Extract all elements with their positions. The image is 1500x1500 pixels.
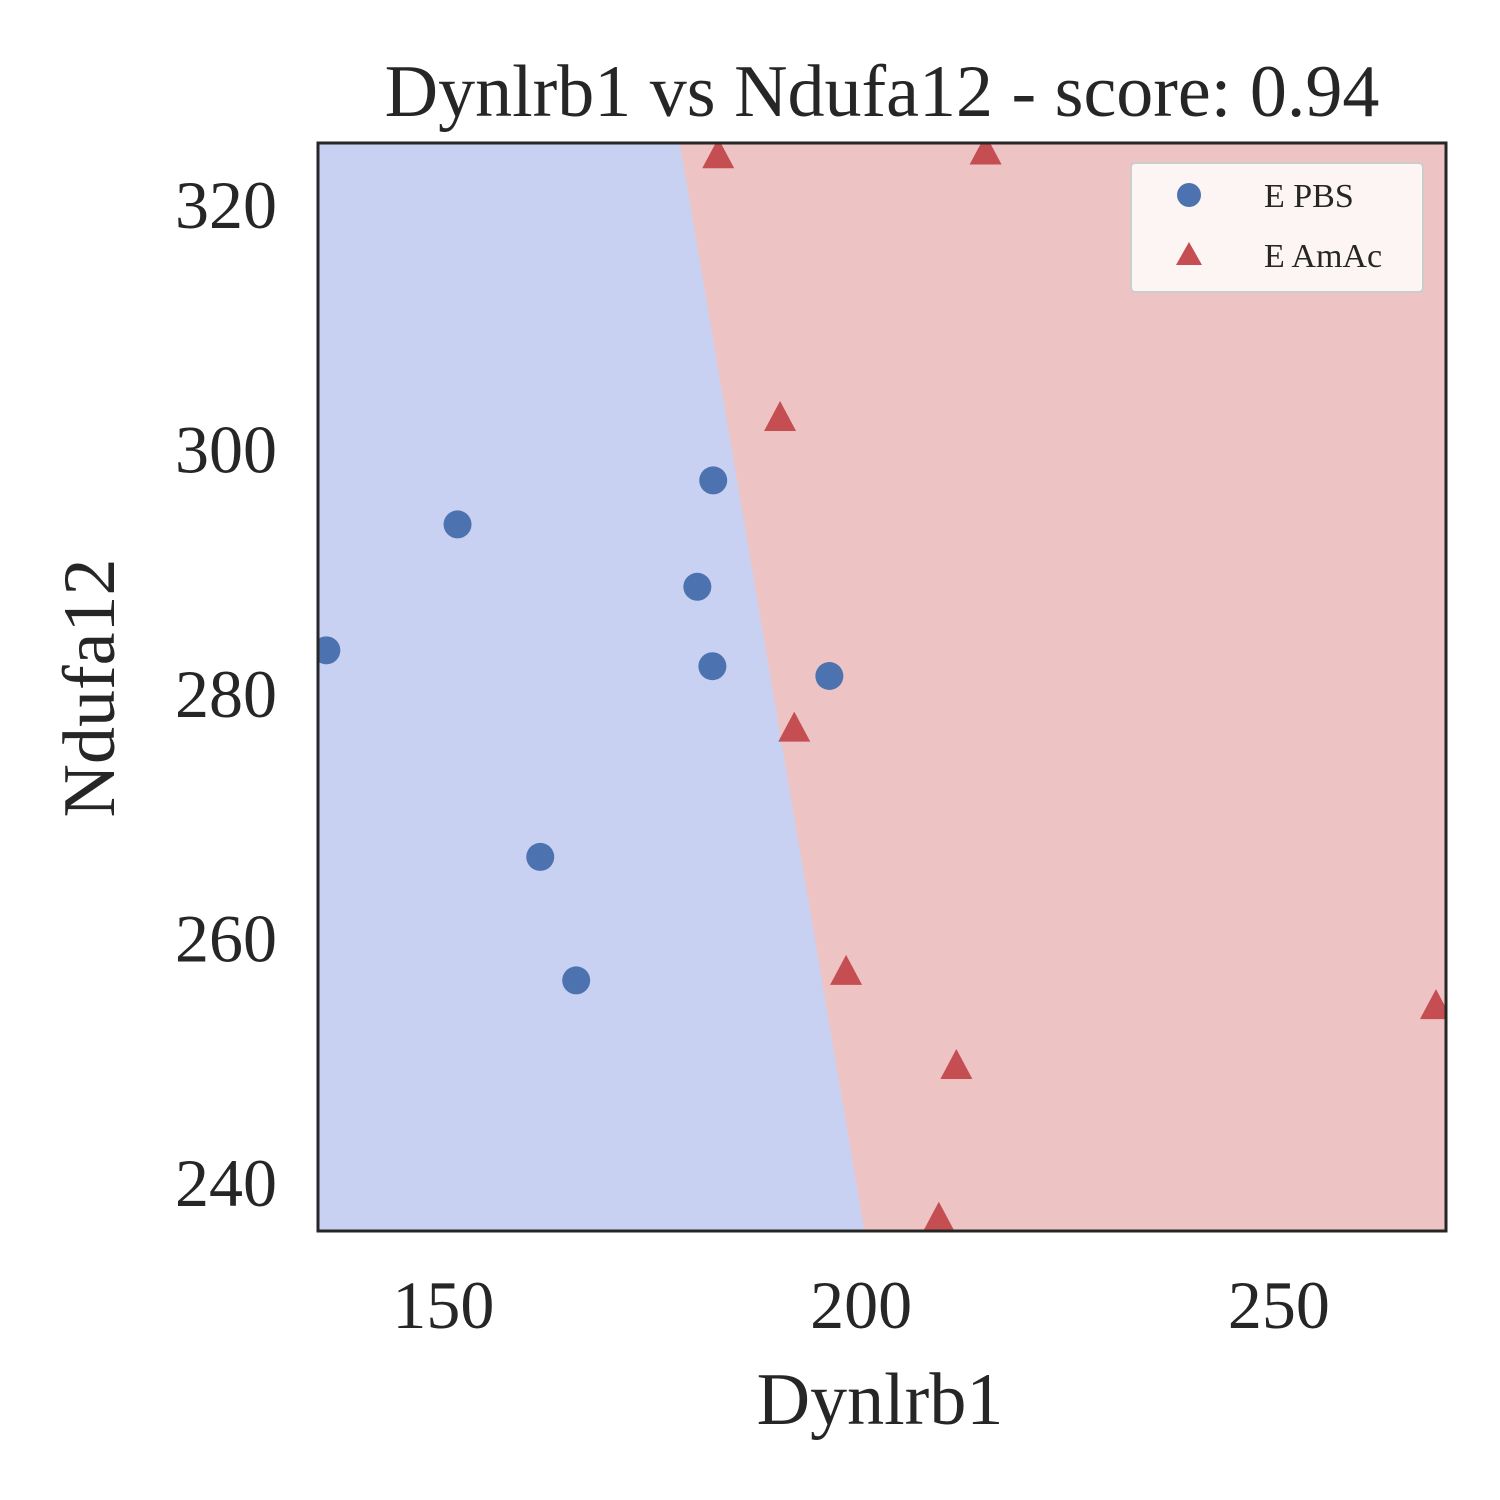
plot-area — [318, 143, 1446, 1231]
point-e-amac-1 — [969, 143, 1002, 165]
point-e-pbs-5 — [699, 466, 728, 495]
legend-marker-circle — [1177, 183, 1201, 207]
legend-label-e-pbs: E PBS — [1264, 178, 1354, 215]
legend-box — [1130, 162, 1424, 293]
x-tick-label-150: 150 — [392, 1267, 494, 1343]
point-e-amac-3 — [778, 711, 811, 742]
point-e-pbs-2 — [526, 842, 555, 871]
y-tick-label-300: 300 — [175, 412, 277, 488]
legend: E PBS E AmAc — [1130, 162, 1424, 293]
y-axis-label: Ndufa12 — [49, 559, 131, 818]
point-e-pbs-0 — [318, 636, 341, 665]
x-tick-label-250: 250 — [1228, 1267, 1330, 1343]
point-e-amac-2 — [764, 401, 797, 432]
region-left-e-pbs — [318, 143, 865, 1231]
legend-marker-triangle — [1176, 242, 1202, 265]
point-e-amac-4 — [830, 954, 863, 985]
legend-label-e-amac: E AmAc — [1264, 238, 1382, 275]
chart-title: Dynlrb1 vs Ndufa12 - score: 0.94 — [385, 51, 1380, 133]
y-tick-label-240: 240 — [175, 1145, 277, 1221]
point-e-amac-7 — [1419, 989, 1446, 1020]
point-e-pbs-4 — [683, 572, 712, 601]
point-e-pbs-6 — [698, 652, 727, 681]
x-tick-label-200: 200 — [810, 1267, 912, 1343]
y-tick-label-260: 260 — [175, 901, 277, 977]
y-tick-label-320: 320 — [175, 167, 277, 243]
x-axis-label: Dynlrb1 — [757, 1359, 1004, 1441]
y-tick-label-280: 280 — [175, 656, 277, 732]
point-e-amac-0 — [702, 143, 735, 169]
point-e-amac-6 — [923, 1201, 955, 1231]
point-e-amac-5 — [940, 1048, 973, 1079]
point-e-pbs-1 — [443, 510, 472, 539]
point-e-pbs-7 — [815, 661, 844, 690]
point-e-pbs-3 — [562, 966, 591, 995]
plot-frame — [316, 141, 1448, 1233]
